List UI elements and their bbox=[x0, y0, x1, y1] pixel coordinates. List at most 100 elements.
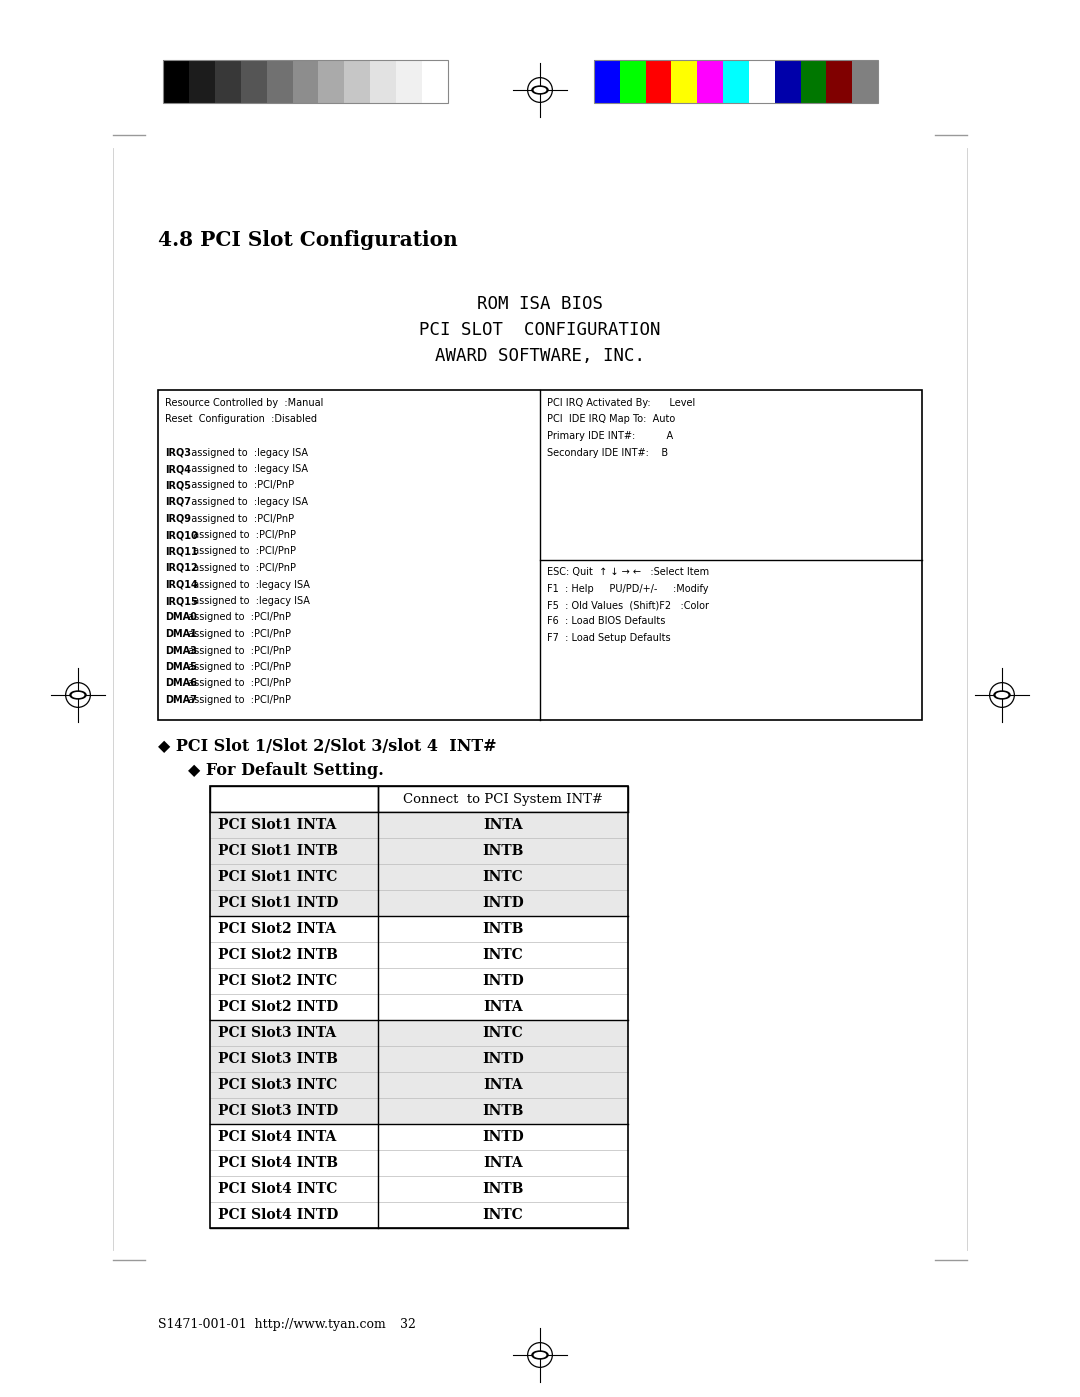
Text: INTA: INTA bbox=[483, 1000, 523, 1014]
Bar bbox=[210, 1046, 627, 1071]
Text: PCI Slot1 INTC: PCI Slot1 INTC bbox=[218, 870, 337, 884]
Bar bbox=[189, 60, 215, 103]
Text: INTB: INTB bbox=[483, 1104, 524, 1118]
Bar bbox=[748, 60, 774, 103]
Text: INTD: INTD bbox=[482, 895, 524, 909]
Text: ROM ISA BIOS: ROM ISA BIOS bbox=[477, 295, 603, 313]
Text: PCI SLOT  CONFIGURATION: PCI SLOT CONFIGURATION bbox=[419, 321, 661, 339]
Bar bbox=[210, 995, 627, 1020]
Text: assigned to  :PCI/PnP: assigned to :PCI/PnP bbox=[185, 679, 291, 689]
Text: assigned to  :PCI/PnP: assigned to :PCI/PnP bbox=[190, 529, 296, 541]
Text: DMA1: DMA1 bbox=[165, 629, 197, 638]
Bar bbox=[774, 60, 800, 103]
Bar bbox=[210, 890, 627, 916]
Ellipse shape bbox=[532, 87, 548, 94]
Bar bbox=[210, 1071, 627, 1098]
Text: PCI Slot3 INTA: PCI Slot3 INTA bbox=[218, 1025, 336, 1039]
Bar bbox=[800, 60, 826, 103]
Bar bbox=[826, 60, 852, 103]
Text: IRQ5: IRQ5 bbox=[165, 481, 191, 490]
Text: PCI Slot3 INTB: PCI Slot3 INTB bbox=[218, 1052, 338, 1066]
Text: INTD: INTD bbox=[482, 974, 524, 988]
Bar bbox=[396, 60, 422, 103]
Text: IRQ14: IRQ14 bbox=[165, 580, 198, 590]
Ellipse shape bbox=[994, 692, 1010, 698]
Text: INTB: INTB bbox=[483, 922, 524, 936]
Text: Resource Controlled by  :Manual: Resource Controlled by :Manual bbox=[165, 398, 323, 408]
Text: PCI IRQ Activated By:      Level: PCI IRQ Activated By: Level bbox=[546, 398, 696, 408]
Bar bbox=[210, 838, 627, 863]
Text: INTA: INTA bbox=[483, 819, 523, 833]
Bar bbox=[672, 60, 698, 103]
Text: F6  : Load BIOS Defaults: F6 : Load BIOS Defaults bbox=[546, 616, 665, 626]
Text: PCI Slot2 INTB: PCI Slot2 INTB bbox=[218, 949, 338, 963]
Bar bbox=[422, 60, 448, 103]
Text: PCI Slot4 INTA: PCI Slot4 INTA bbox=[218, 1130, 336, 1144]
Text: assigned to  :PCI/PnP: assigned to :PCI/PnP bbox=[185, 662, 291, 672]
Text: INTB: INTB bbox=[483, 1182, 524, 1196]
Bar bbox=[210, 787, 627, 812]
Text: assigned to  :PCI/PnP: assigned to :PCI/PnP bbox=[190, 563, 296, 573]
Bar bbox=[210, 1125, 627, 1150]
Bar bbox=[163, 60, 448, 103]
Text: IRQ3: IRQ3 bbox=[165, 447, 191, 457]
Ellipse shape bbox=[532, 1351, 548, 1359]
Text: INTC: INTC bbox=[483, 870, 524, 884]
Bar bbox=[241, 60, 267, 103]
Ellipse shape bbox=[70, 692, 86, 698]
Text: PCI Slot4 INTC: PCI Slot4 INTC bbox=[218, 1182, 337, 1196]
Text: PCI Slot3 INTC: PCI Slot3 INTC bbox=[218, 1078, 337, 1092]
Text: INTA: INTA bbox=[483, 1155, 523, 1171]
Text: assigned to  :PCI/PnP: assigned to :PCI/PnP bbox=[185, 694, 291, 705]
Text: PCI Slot1 INTA: PCI Slot1 INTA bbox=[218, 819, 336, 833]
Text: assigned to  :PCI/PnP: assigned to :PCI/PnP bbox=[185, 481, 294, 490]
Text: assigned to  :legacy ISA: assigned to :legacy ISA bbox=[185, 464, 308, 474]
Text: IRQ4: IRQ4 bbox=[165, 464, 191, 474]
Text: PCI Slot2 INTC: PCI Slot2 INTC bbox=[218, 974, 337, 988]
Text: F7  : Load Setup Defaults: F7 : Load Setup Defaults bbox=[546, 633, 671, 643]
Text: Secondary IDE INT#:    B: Secondary IDE INT#: B bbox=[546, 447, 669, 457]
Text: PCI Slot2 INTD: PCI Slot2 INTD bbox=[218, 1000, 338, 1014]
Text: IRQ15: IRQ15 bbox=[165, 597, 198, 606]
Bar bbox=[210, 1201, 627, 1228]
Bar bbox=[215, 60, 241, 103]
Text: ESC: Quit  ↑ ↓ → ←   :Select Item: ESC: Quit ↑ ↓ → ← :Select Item bbox=[546, 567, 710, 577]
Bar bbox=[345, 60, 370, 103]
Bar bbox=[620, 60, 646, 103]
Text: assigned to  :legacy ISA: assigned to :legacy ISA bbox=[190, 580, 310, 590]
Text: assigned to  :PCI/PnP: assigned to :PCI/PnP bbox=[185, 514, 294, 524]
Text: PCI Slot3 INTD: PCI Slot3 INTD bbox=[218, 1104, 338, 1118]
Bar bbox=[370, 60, 396, 103]
Text: DMA3: DMA3 bbox=[165, 645, 197, 655]
Bar bbox=[852, 60, 878, 103]
Text: PCI Slot4 INTD: PCI Slot4 INTD bbox=[218, 1208, 338, 1222]
Text: assigned to  :PCI/PnP: assigned to :PCI/PnP bbox=[185, 645, 291, 655]
Text: assigned to  :legacy ISA: assigned to :legacy ISA bbox=[185, 497, 308, 507]
Bar bbox=[594, 60, 620, 103]
Text: DMA5: DMA5 bbox=[165, 662, 197, 672]
Ellipse shape bbox=[535, 88, 545, 92]
Bar bbox=[293, 60, 319, 103]
Bar bbox=[210, 942, 627, 968]
Text: IRQ12: IRQ12 bbox=[165, 563, 198, 573]
Ellipse shape bbox=[72, 693, 84, 697]
Text: INTB: INTB bbox=[483, 844, 524, 858]
Text: INTA: INTA bbox=[483, 1078, 523, 1092]
Text: INTC: INTC bbox=[483, 949, 524, 963]
Text: ◆ For Default Setting.: ◆ For Default Setting. bbox=[188, 761, 383, 780]
Text: assigned to  :PCI/PnP: assigned to :PCI/PnP bbox=[185, 629, 291, 638]
Text: assigned to  :PCI/PnP: assigned to :PCI/PnP bbox=[185, 612, 291, 623]
Text: 32: 32 bbox=[400, 1317, 416, 1331]
Text: assigned to  :legacy ISA: assigned to :legacy ISA bbox=[185, 447, 308, 457]
Text: IRQ7: IRQ7 bbox=[165, 497, 191, 507]
Bar bbox=[163, 60, 189, 103]
Bar bbox=[210, 863, 627, 890]
Bar bbox=[210, 1150, 627, 1176]
Bar bbox=[210, 1176, 627, 1201]
Text: DMA7: DMA7 bbox=[165, 694, 197, 705]
Text: PCI Slot1 INTD: PCI Slot1 INTD bbox=[218, 895, 338, 909]
Bar bbox=[210, 812, 627, 838]
Text: INTC: INTC bbox=[483, 1208, 524, 1222]
Text: S1471-001-01  http://www.tyan.com: S1471-001-01 http://www.tyan.com bbox=[158, 1317, 386, 1331]
Text: Primary IDE INT#:          A: Primary IDE INT#: A bbox=[546, 432, 673, 441]
